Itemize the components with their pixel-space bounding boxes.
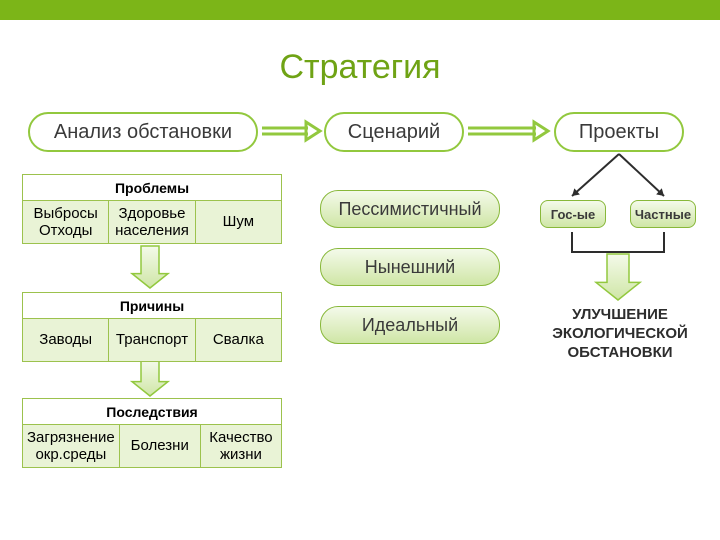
table-causes: ПричиныЗаводыТранспортСвалка xyxy=(22,292,282,362)
table-title: Последствия xyxy=(23,399,281,425)
page-title: Стратегия xyxy=(0,48,720,87)
scenario-curr: Нынешний xyxy=(320,248,500,286)
table-cell: Загрязнение окр.среды xyxy=(23,425,119,467)
table-cell: Заводы xyxy=(23,319,108,361)
table-cell: Шум xyxy=(195,201,281,243)
scenario-pess: Пессимистичный xyxy=(320,190,500,228)
top-bar xyxy=(0,0,720,20)
header-label: Сценарий xyxy=(326,121,462,144)
table-cell: Болезни xyxy=(119,425,200,467)
header-analysis: Анализ обстановки xyxy=(28,112,258,152)
table-cell: Транспорт xyxy=(108,319,194,361)
outcome-text: УЛУЧШЕНИЕЭКОЛОГИЧЕСКОЙОБСТАНОВКИ xyxy=(530,306,710,362)
table-title: Проблемы xyxy=(23,175,281,201)
header-label: Проекты xyxy=(556,121,682,144)
table-problems: ПроблемыВыбросыОтходыЗдоровье населенияШ… xyxy=(22,174,282,244)
table-row: ЗаводыТранспортСвалка xyxy=(23,319,281,361)
table-title: Причины xyxy=(23,293,281,319)
table-cell: Свалка xyxy=(195,319,281,361)
table-cell: Здоровье населения xyxy=(108,201,194,243)
scenario-ideal: Идеальный xyxy=(320,306,500,344)
slide: Стратегия Анализ обстановки Сценарий Проек… xyxy=(0,0,720,540)
table-row: ВыбросыОтходыЗдоровье населенияШум xyxy=(23,201,281,243)
project-priv: Частные xyxy=(630,200,696,228)
table-cell: Качество жизни xyxy=(200,425,281,467)
table-row: Загрязнение окр.средыБолезниКачество жиз… xyxy=(23,425,281,467)
header-scenario: Сценарий xyxy=(324,112,464,152)
header-projects: Проекты xyxy=(554,112,684,152)
table-conseq: ПоследствияЗагрязнение окр.средыБолезниК… xyxy=(22,398,282,468)
header-label: Анализ обстановки xyxy=(30,121,256,144)
table-cell: ВыбросыОтходы xyxy=(23,201,108,243)
project-gov: Гос-ые xyxy=(540,200,606,228)
